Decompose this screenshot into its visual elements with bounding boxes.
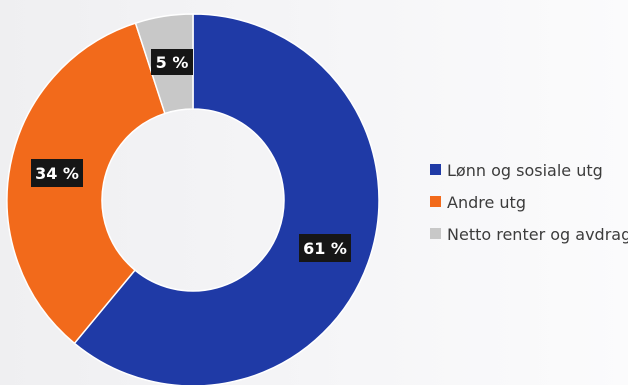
legend-item-1: Lønn og sosiale utg	[430, 161, 603, 180]
data-label-1: 61 %	[299, 234, 351, 262]
legend-label: Netto renter og avdrag	[447, 225, 628, 244]
legend-swatch	[430, 228, 441, 239]
legend-label: Lønn og sosiale utg	[447, 161, 603, 180]
legend-item-2: Andre utg	[430, 193, 526, 212]
slice-2	[6, 22, 166, 345]
data-label-box	[299, 234, 351, 262]
data-label-2: 34 %	[31, 159, 83, 187]
data-label-text: 5 %	[156, 53, 189, 72]
data-label-3: 5 %	[151, 49, 193, 75]
legend-item-3: Netto renter og avdrag	[430, 225, 628, 244]
legend-label: Andre utg	[447, 193, 526, 212]
data-label-box	[31, 159, 83, 187]
legend-swatch	[430, 164, 441, 175]
slice-1	[73, 13, 380, 385]
legend-swatch	[430, 196, 441, 207]
data-label-text: 61 %	[303, 239, 347, 258]
data-label-box	[151, 49, 193, 75]
data-label-text: 34 %	[35, 164, 79, 183]
